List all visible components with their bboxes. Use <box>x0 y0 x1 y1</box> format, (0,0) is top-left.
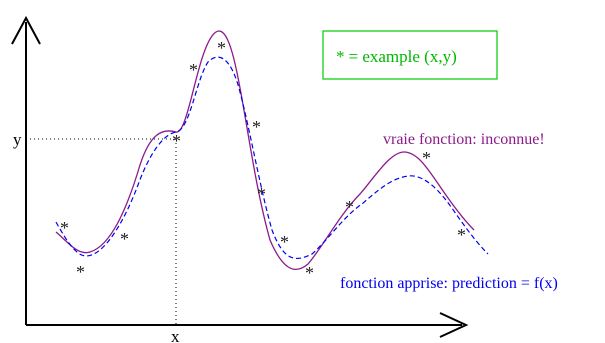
example-point: * <box>252 117 261 137</box>
y-axis-arrow <box>11 15 41 45</box>
true-function-curve <box>55 30 475 270</box>
example-point: * <box>189 60 198 80</box>
example-point: * <box>257 184 266 204</box>
example-point: * <box>60 218 69 238</box>
example-point: * <box>345 197 354 217</box>
learned-function-curve <box>55 56 489 260</box>
guide-lines <box>26 138 177 325</box>
example-point: * <box>120 229 129 249</box>
example-point: * <box>76 262 85 282</box>
example-point: * <box>217 38 226 58</box>
example-point: * <box>172 131 181 151</box>
axes <box>11 15 469 338</box>
legend-border <box>322 30 498 80</box>
legend-box: * = example (x,y) <box>322 30 498 80</box>
learned-function-label: fonction apprise: prediction = f(x) <box>340 275 558 292</box>
example-point: * <box>457 225 466 245</box>
y-axis-label: y <box>13 130 22 149</box>
example-point: * <box>422 148 431 168</box>
legend-marker: * <box>336 47 345 66</box>
example-points: * * * * * * * * * * * * * <box>60 38 466 283</box>
x-axis-arrow <box>439 312 469 338</box>
example-point: * <box>305 263 314 283</box>
true-function-label: vraie fonction: inconnue! <box>383 131 545 148</box>
x-axis-label: x <box>171 327 180 343</box>
legend-text: = example (x,y) <box>349 47 457 66</box>
legend-label: * = example (x,y) <box>336 47 457 66</box>
example-point: * <box>280 232 289 252</box>
